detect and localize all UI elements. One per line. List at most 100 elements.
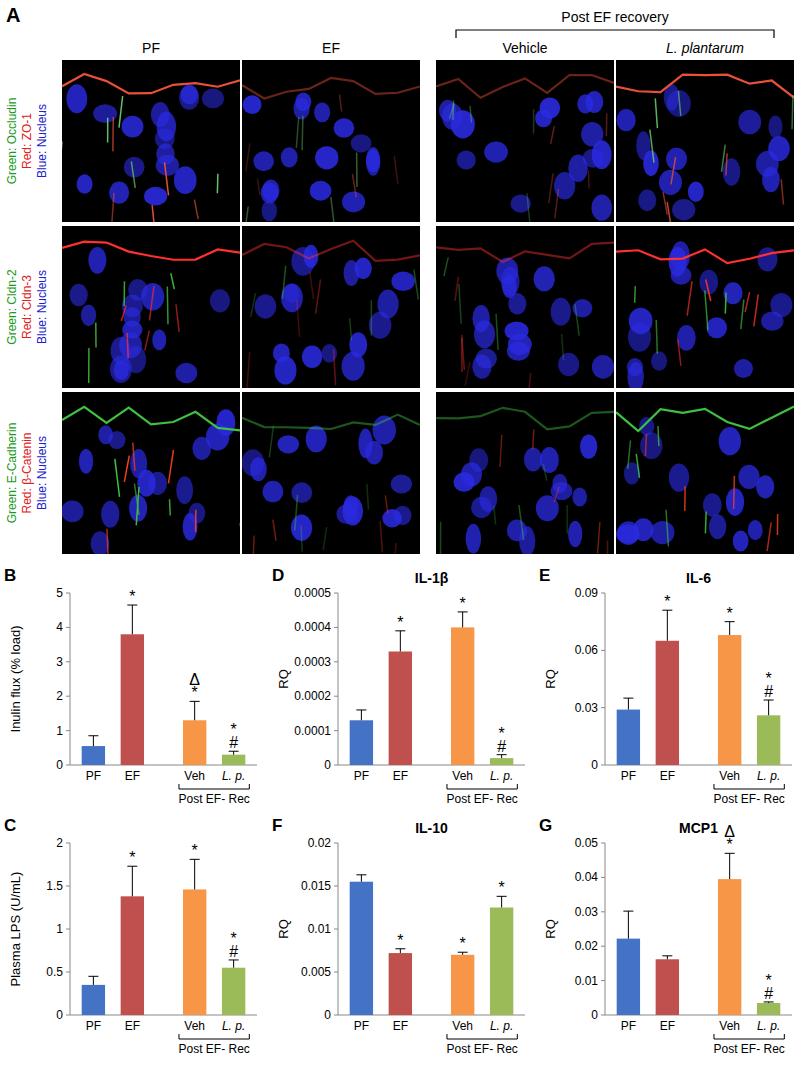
y-tick xyxy=(334,627,338,628)
y-tick xyxy=(66,593,70,594)
membrane xyxy=(112,193,114,222)
error-bar xyxy=(356,875,366,882)
bar xyxy=(183,720,206,765)
y-tick xyxy=(601,843,605,844)
nucleus xyxy=(342,496,362,525)
membrane xyxy=(119,96,123,128)
error-bar xyxy=(764,700,774,715)
membrane xyxy=(297,300,300,337)
bar xyxy=(82,985,105,1015)
bar xyxy=(490,758,513,765)
chart-title: MCP1 xyxy=(679,820,718,836)
membrane xyxy=(243,206,248,222)
nucleus xyxy=(126,346,146,374)
bracket xyxy=(714,1034,784,1039)
nucleus xyxy=(281,147,298,167)
significance: * xyxy=(460,935,466,952)
membrane xyxy=(149,286,153,320)
membrane xyxy=(95,323,97,348)
error-bar xyxy=(88,736,98,746)
x-tick-label: L. p. xyxy=(490,769,513,783)
nucleus xyxy=(591,195,611,221)
x-tick-label: Veh xyxy=(184,1019,205,1033)
membrane xyxy=(741,300,744,330)
membrane xyxy=(663,192,667,214)
nucleus xyxy=(706,317,727,338)
y-tick xyxy=(601,707,605,708)
nucleus xyxy=(62,501,84,523)
error-bar xyxy=(623,911,633,939)
y-tick-label: 0.0005 xyxy=(294,586,331,600)
nucleus xyxy=(156,155,179,176)
membrane xyxy=(465,362,470,386)
membrane xyxy=(496,314,498,350)
y-tick xyxy=(334,929,338,930)
error-bar xyxy=(395,631,405,652)
x-tick-label: Veh xyxy=(184,769,205,783)
y-tick xyxy=(601,980,605,981)
nucleus xyxy=(592,355,614,379)
membrane xyxy=(706,279,711,301)
bar xyxy=(451,627,474,765)
column-label: PF xyxy=(142,40,160,56)
x-tick-label: PF xyxy=(86,1019,101,1033)
error-bar xyxy=(725,853,735,879)
bracket xyxy=(179,784,249,789)
y-tick-label: 0 xyxy=(324,758,331,772)
nucleus xyxy=(243,95,262,114)
nucleus xyxy=(349,332,367,357)
membrane xyxy=(414,270,419,300)
membrane xyxy=(440,522,442,554)
membrane xyxy=(380,521,382,552)
membrane xyxy=(283,266,286,299)
significance: * xyxy=(460,595,466,612)
nucleus xyxy=(369,312,392,339)
nucleus xyxy=(66,84,87,113)
nucleus xyxy=(650,521,674,544)
membrane xyxy=(394,156,398,184)
nucleus xyxy=(382,509,402,527)
nucleus xyxy=(202,89,224,109)
nucleus xyxy=(79,449,93,474)
membrane xyxy=(444,257,448,276)
nucleus xyxy=(688,182,704,202)
membrane xyxy=(121,306,126,321)
row-label: Blue: Nucleus xyxy=(35,104,49,178)
y-tick-label: 0.05 xyxy=(575,836,599,850)
nucleus xyxy=(124,157,145,178)
chart-title: IL-10 xyxy=(415,820,448,836)
chart-title: IL-6 xyxy=(686,570,711,586)
significance: * xyxy=(499,879,505,896)
membrane xyxy=(352,174,356,197)
membrane xyxy=(678,91,680,116)
membrane xyxy=(705,512,707,534)
nucleus xyxy=(723,158,741,186)
nucleus xyxy=(255,294,277,318)
y-axis xyxy=(338,593,339,765)
error-bar xyxy=(458,612,468,627)
membrane xyxy=(124,456,129,482)
error-bar xyxy=(662,610,672,641)
x-tick-label: L. p. xyxy=(757,769,780,783)
membrane xyxy=(436,408,614,429)
nucleus xyxy=(709,514,727,539)
y-tick-label: 0.02 xyxy=(575,939,599,953)
panel-label: D xyxy=(272,566,284,585)
y-tick-label: 0.5 xyxy=(46,965,63,979)
nucleus xyxy=(734,359,753,378)
bar xyxy=(389,651,412,765)
y-tick xyxy=(601,650,605,651)
y-tick xyxy=(334,661,338,662)
y-tick xyxy=(66,1015,70,1016)
chart-title: IL-1β xyxy=(415,570,449,586)
membrane xyxy=(607,540,609,554)
membrane xyxy=(645,434,646,456)
y-tick xyxy=(334,886,338,887)
y-axis-label: RQ xyxy=(276,919,291,939)
membrane xyxy=(470,106,471,123)
significance: * xyxy=(766,972,772,989)
y-tick-label: 4 xyxy=(56,620,63,634)
micrograph xyxy=(436,60,614,222)
nucleus xyxy=(505,321,529,340)
nucleus xyxy=(638,189,656,211)
